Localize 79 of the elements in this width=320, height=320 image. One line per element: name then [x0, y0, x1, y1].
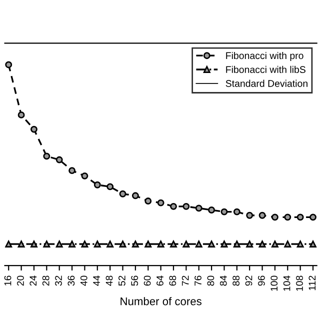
legend-label: Fibonacci with pro — [226, 52, 304, 62]
point — [30, 240, 38, 248]
point — [81, 240, 88, 248]
x-tick-label: 108 — [296, 276, 303, 291]
point — [119, 190, 126, 198]
x-tick-label: 28 — [42, 276, 50, 286]
point — [68, 167, 76, 174]
point — [157, 199, 164, 206]
point — [43, 152, 50, 160]
x-tick-label: 100 — [270, 276, 278, 291]
point — [208, 206, 216, 214]
point — [106, 240, 114, 248]
point — [132, 192, 139, 200]
x-tick-label: 32 — [55, 276, 62, 286]
x-tick-label: 68 — [169, 276, 176, 286]
point — [119, 240, 126, 248]
point — [56, 240, 63, 248]
point — [94, 181, 101, 188]
point — [233, 208, 240, 216]
point — [195, 240, 202, 248]
point — [144, 240, 152, 248]
point — [258, 212, 266, 219]
point — [296, 240, 304, 248]
point — [310, 240, 316, 248]
x-tick-label: 112 — [308, 276, 316, 290]
x-tick-label: 96 — [258, 276, 265, 286]
x-tick-label: 24 — [30, 276, 36, 286]
x-tick-label: 76 — [194, 276, 202, 286]
x-tick-label: 40 — [80, 276, 88, 286]
x-tick-label: 84 — [220, 276, 227, 286]
point — [296, 214, 304, 221]
point — [68, 240, 76, 248]
x-tick-label: 56 — [131, 276, 138, 286]
x-tick-label: 36 — [68, 276, 75, 286]
point — [81, 172, 88, 180]
point — [157, 240, 164, 248]
point — [195, 204, 202, 212]
point — [30, 126, 38, 133]
point — [284, 214, 292, 221]
point — [5, 61, 12, 68]
point — [182, 240, 190, 248]
point — [310, 214, 316, 221]
x-tick-label: 72 — [182, 276, 189, 286]
point — [233, 240, 240, 248]
point — [220, 240, 228, 248]
x-axis-title: Number of cores — [120, 297, 202, 306]
annotation: Standard Deviation — [226, 80, 308, 87]
point — [246, 240, 254, 248]
point — [18, 240, 25, 248]
point — [271, 214, 278, 221]
x-tick-label: 60 — [144, 276, 151, 286]
point — [56, 156, 63, 164]
point — [271, 240, 278, 248]
point — [208, 240, 216, 248]
x-tick-label: 92 — [245, 276, 252, 286]
x-tick-label: 44 — [93, 276, 100, 286]
x-tick-label: 48 — [106, 276, 113, 286]
point — [246, 212, 254, 219]
point — [43, 240, 50, 248]
point — [170, 240, 177, 248]
x-tick-label: 52 — [118, 276, 126, 286]
point — [284, 240, 292, 248]
x-tick-label: 104 — [283, 276, 290, 291]
point — [144, 198, 152, 205]
legend-label: Fibonacci with libS — [226, 66, 306, 74]
x-tick-label: 16 — [4, 276, 12, 286]
point — [170, 202, 177, 210]
x-tick-label: 64 — [156, 276, 164, 286]
point — [258, 240, 266, 248]
point — [220, 208, 228, 216]
point — [94, 240, 101, 248]
x-tick-label: 20 — [17, 276, 24, 286]
x-tick-label: 80 — [207, 276, 214, 286]
point — [182, 202, 190, 210]
point — [132, 240, 139, 248]
point — [18, 111, 25, 118]
x-tick-label: 88 — [232, 276, 240, 286]
point — [5, 240, 12, 248]
point — [106, 183, 114, 190]
